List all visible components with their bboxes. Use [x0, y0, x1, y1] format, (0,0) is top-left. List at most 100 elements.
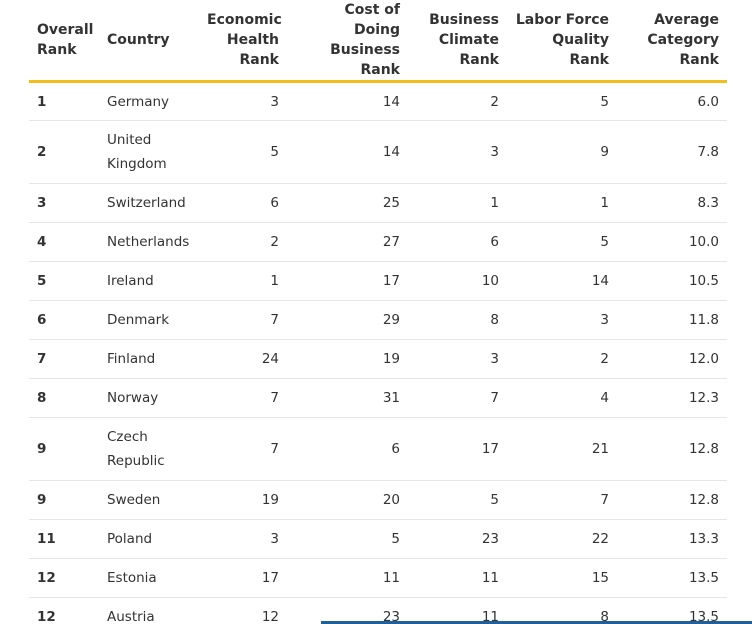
- cell-average-category-rank: 11.8: [617, 300, 727, 340]
- bottom-accent-bar: [321, 621, 752, 624]
- cell-labor-force-quality-rank: 7: [507, 480, 617, 520]
- cell-overall-rank: 7: [29, 339, 99, 379]
- cell-country: Norway: [99, 378, 199, 418]
- cell-cost-of-doing-business-rank: 27: [287, 222, 408, 262]
- cell-country: Germany: [99, 81, 199, 121]
- cell-country: Estonia: [99, 558, 199, 598]
- cell-business-climate-rank: 8: [408, 300, 507, 340]
- cell-overall-rank: 5: [29, 261, 99, 301]
- cell-business-climate-rank: 1: [408, 183, 507, 223]
- cell-economic-health-rank: 5: [199, 120, 287, 184]
- header-average-category-rank[interactable]: Average Category Rank: [617, 0, 727, 83]
- cell-business-climate-rank: 3: [408, 120, 507, 184]
- table-row: 5 Ireland 1 17 10 14 10.5: [29, 261, 727, 301]
- table-row: 6 Denmark 7 29 8 3 11.8: [29, 300, 727, 340]
- cell-country: Czech Republic: [99, 417, 199, 481]
- cell-labor-force-quality-rank: 22: [507, 519, 617, 559]
- cell-economic-health-rank: 7: [199, 300, 287, 340]
- country-ranking-table: Overall Rank Country Economic Health Ran…: [29, 0, 727, 624]
- header-country[interactable]: Country: [99, 0, 199, 83]
- cell-country: Switzerland: [99, 183, 199, 223]
- cell-economic-health-rank: 24: [199, 339, 287, 379]
- table-row: 12 Estonia 17 11 11 15 13.5: [29, 558, 727, 598]
- header-row: Overall Rank Country Economic Health Ran…: [29, 0, 727, 83]
- cell-economic-health-rank: 3: [199, 519, 287, 559]
- cell-average-category-rank: 12.0: [617, 339, 727, 379]
- cell-cost-of-doing-business-rank: 20: [287, 480, 408, 520]
- cell-cost-of-doing-business-rank: 17: [287, 261, 408, 301]
- cell-cost-of-doing-business-rank: 25: [287, 183, 408, 223]
- cell-business-climate-rank: 10: [408, 261, 507, 301]
- cell-overall-rank: 11: [29, 519, 99, 559]
- cell-business-climate-rank: 7: [408, 378, 507, 418]
- cell-labor-force-quality-rank: 9: [507, 120, 617, 184]
- table-row: 8 Norway 7 31 7 4 12.3: [29, 378, 727, 418]
- cell-business-climate-rank: 6: [408, 222, 507, 262]
- cell-average-category-rank: 13.3: [617, 519, 727, 559]
- cell-overall-rank: 8: [29, 378, 99, 418]
- table-row: 12 Austria 12 23 11 8 13.5: [29, 597, 727, 624]
- cell-overall-rank: 9: [29, 417, 99, 481]
- cell-overall-rank: 12: [29, 597, 99, 624]
- cell-overall-rank: 1: [29, 81, 99, 121]
- table-row: 9 Czech Republic 7 6 17 21 12.8: [29, 417, 727, 481]
- header-overall-rank[interactable]: Overall Rank: [29, 0, 99, 83]
- table-row: 3 Switzerland 6 25 1 1 8.3: [29, 183, 727, 223]
- cell-country: Ireland: [99, 261, 199, 301]
- cell-business-climate-rank: 2: [408, 81, 507, 121]
- cell-overall-rank: 2: [29, 120, 99, 184]
- cell-economic-health-rank: 19: [199, 480, 287, 520]
- cell-cost-of-doing-business-rank: 29: [287, 300, 408, 340]
- cell-average-category-rank: 12.8: [617, 417, 727, 481]
- header-business-climate-rank[interactable]: Business Climate Rank: [408, 0, 507, 83]
- header-labor-force-quality-rank[interactable]: Labor Force Quality Rank: [507, 0, 617, 83]
- cell-economic-health-rank: 3: [199, 81, 287, 121]
- cell-average-category-rank: 7.8: [617, 120, 727, 184]
- cell-labor-force-quality-rank: 5: [507, 81, 617, 121]
- cell-labor-force-quality-rank: 5: [507, 222, 617, 262]
- cell-average-category-rank: 12.3: [617, 378, 727, 418]
- table-body: 1 Germany 3 14 2 5 6.0 2 United Kingdom 5 14 3 9 7.8 3…: [29, 81, 727, 624]
- cell-cost-of-doing-business-rank: 6: [287, 417, 408, 481]
- cell-economic-health-rank: 7: [199, 378, 287, 418]
- cell-average-category-rank: 6.0: [617, 81, 727, 121]
- cell-labor-force-quality-rank: 4: [507, 378, 617, 418]
- cell-overall-rank: 9: [29, 480, 99, 520]
- cell-country: United Kingdom: [99, 120, 199, 184]
- cell-overall-rank: 3: [29, 183, 99, 223]
- cell-country: Sweden: [99, 480, 199, 520]
- cell-average-category-rank: 10.0: [617, 222, 727, 262]
- cell-labor-force-quality-rank: 2: [507, 339, 617, 379]
- cell-labor-force-quality-rank: 14: [507, 261, 617, 301]
- cell-average-category-rank: 12.8: [617, 480, 727, 520]
- cell-cost-of-doing-business-rank: 14: [287, 81, 408, 121]
- table-row: 7 Finland 24 19 3 2 12.0: [29, 339, 727, 379]
- cell-business-climate-rank: 3: [408, 339, 507, 379]
- table-row: 1 Germany 3 14 2 5 6.0: [29, 81, 727, 121]
- table-row: 9 Sweden 19 20 5 7 12.8: [29, 480, 727, 520]
- cell-labor-force-quality-rank: 8: [507, 597, 617, 624]
- cell-labor-force-quality-rank: 1: [507, 183, 617, 223]
- cell-overall-rank: 12: [29, 558, 99, 598]
- cell-country: Finland: [99, 339, 199, 379]
- cell-cost-of-doing-business-rank: 31: [287, 378, 408, 418]
- cell-labor-force-quality-rank: 21: [507, 417, 617, 481]
- cell-economic-health-rank: 12: [199, 597, 287, 624]
- cell-economic-health-rank: 1: [199, 261, 287, 301]
- cell-business-climate-rank: 11: [408, 558, 507, 598]
- cell-country: Austria: [99, 597, 199, 624]
- cell-average-category-rank: 13.5: [617, 597, 727, 624]
- cell-business-climate-rank: 23: [408, 519, 507, 559]
- cell-business-climate-rank: 17: [408, 417, 507, 481]
- header-economic-health-rank[interactable]: Economic Health Rank: [199, 0, 287, 83]
- cell-overall-rank: 4: [29, 222, 99, 262]
- header-cost-of-doing-business-rank[interactable]: Cost of Doing Business Rank: [287, 0, 408, 83]
- table-row: 4 Netherlands 2 27 6 5 10.0: [29, 222, 727, 262]
- cell-labor-force-quality-rank: 15: [507, 558, 617, 598]
- cell-overall-rank: 6: [29, 300, 99, 340]
- cell-labor-force-quality-rank: 3: [507, 300, 617, 340]
- cell-average-category-rank: 10.5: [617, 261, 727, 301]
- cell-country: Poland: [99, 519, 199, 559]
- cell-average-category-rank: 8.3: [617, 183, 727, 223]
